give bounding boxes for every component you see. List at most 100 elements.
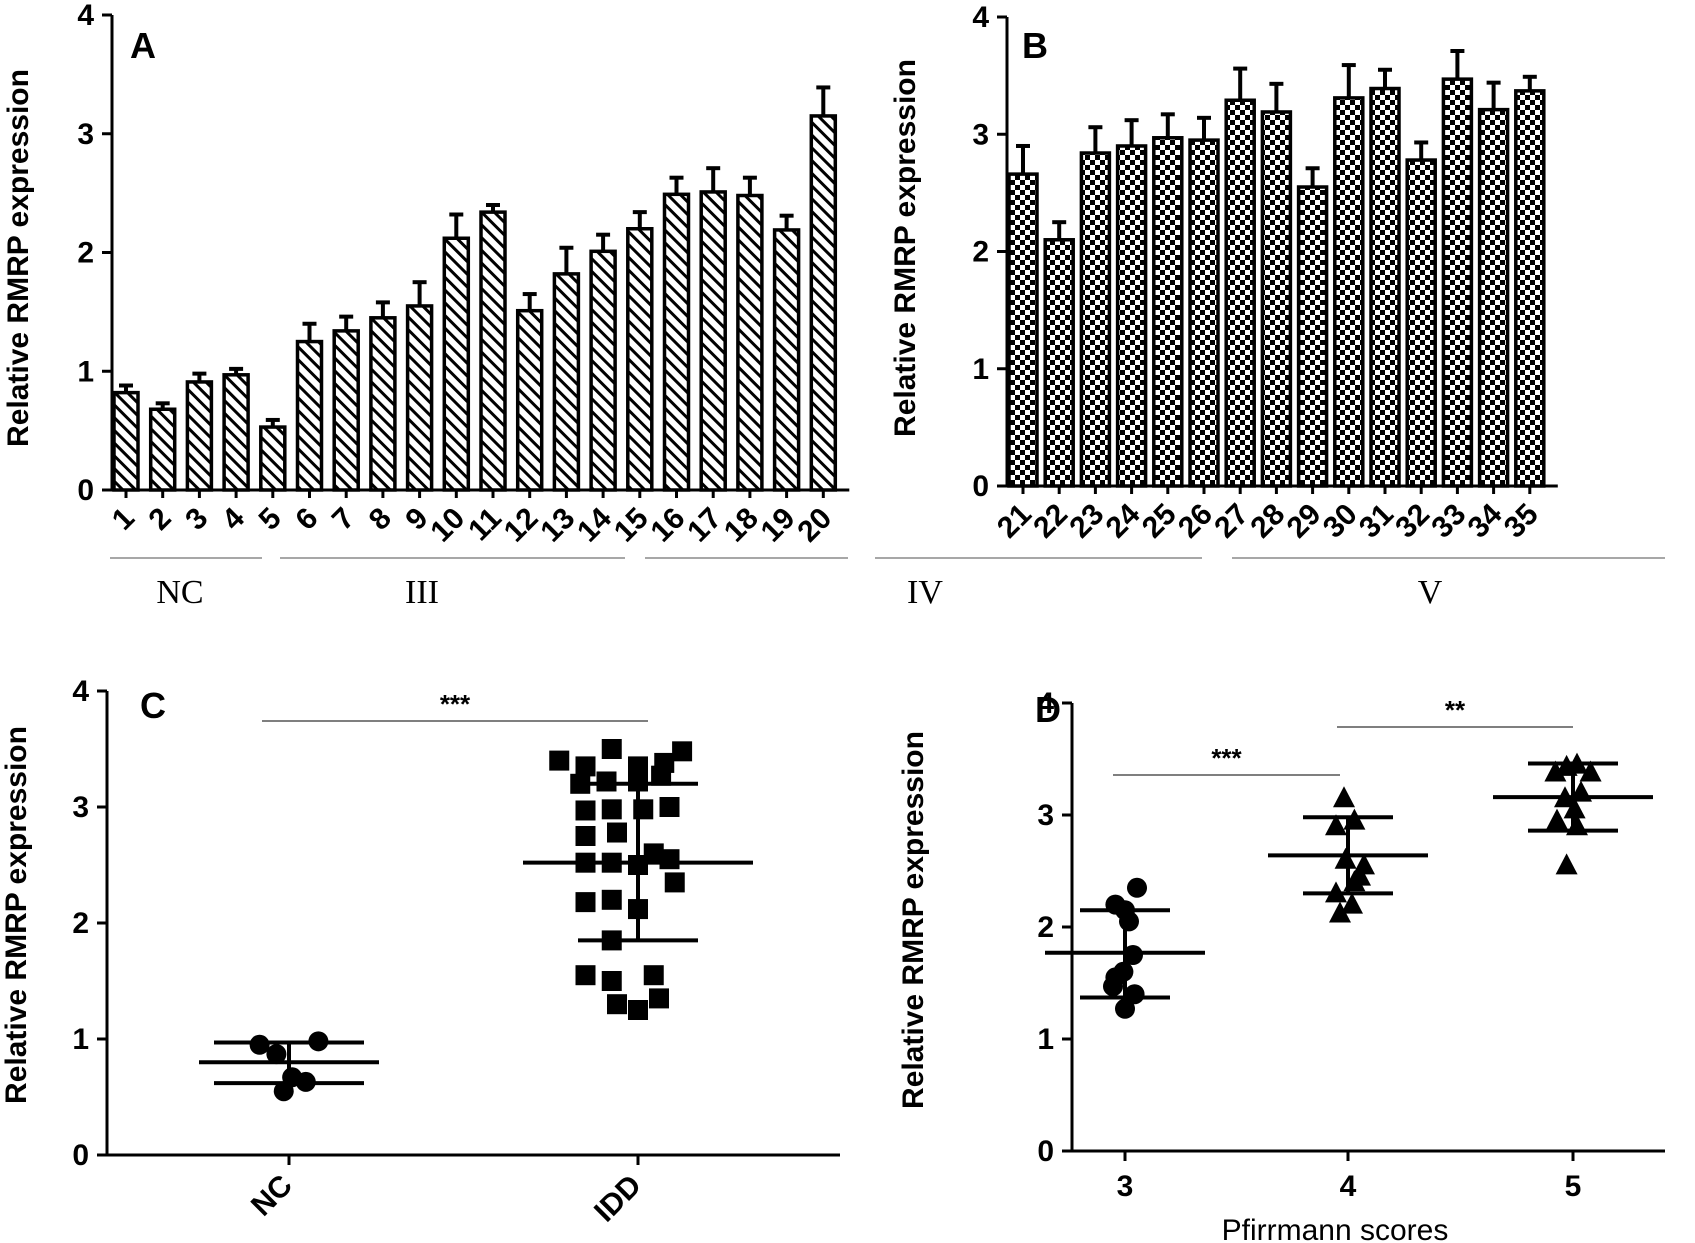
panel-c-label: C	[140, 685, 166, 726]
panel-b-bar-chart: B Relative RMRP expression 0123421222324…	[875, 1, 1665, 611]
panel-b-bar	[1188, 138, 1220, 488]
panel-b-y-tick-label: 1	[972, 353, 989, 386]
panel-a-bar	[552, 272, 581, 492]
panel-c-x-tick-label: NC	[245, 1169, 299, 1223]
panel-a-bar	[736, 193, 764, 492]
panel-b-bar	[1405, 158, 1437, 488]
panel-d-significance-label: ***	[1211, 743, 1242, 773]
panel-c-point	[651, 765, 672, 786]
panel-d-y-tick-label: 2	[1037, 911, 1054, 944]
panel-b-bar	[1333, 96, 1365, 488]
panel-d-label: D	[1035, 689, 1061, 730]
panel-d-point	[1115, 998, 1135, 1019]
panel-c-point	[601, 799, 622, 820]
panel-a-x-tick-label: 3	[179, 502, 214, 537]
panel-b-bar	[1514, 89, 1546, 488]
panel-a-y-tick-label: 1	[77, 355, 94, 388]
panel-b-bar	[1441, 77, 1474, 488]
panel-c-scatter-chart: C Relative RMRP expression 0 1 2 3 4 NC IDD ***	[0, 675, 840, 1228]
panel-d-point	[1555, 853, 1578, 875]
panel-c-point	[575, 826, 596, 846]
panel-a-x-tick-label: 20	[791, 502, 838, 549]
panel-a-bar	[112, 390, 140, 492]
panel-c-y-tick-label: 4	[72, 675, 89, 708]
panel-a-bar	[589, 249, 617, 492]
panel-b-bar	[1477, 107, 1510, 488]
panel-c-y-tick-label: 2	[72, 907, 89, 940]
panel-c-y-axis-title: Relative RMRP expression	[0, 726, 33, 1104]
panel-d-x-axis-title: Pfirrmann scores	[1222, 1214, 1449, 1243]
panel-c-point	[249, 1034, 270, 1055]
panel-d-y-tick-label: 4	[1037, 687, 1054, 720]
panel-b-y-axis-title: Relative RMRP expression	[889, 59, 922, 437]
panel-c-y-tick-label: 0	[72, 1139, 89, 1172]
panel-b-x-tick-label: 35	[1498, 498, 1545, 545]
panel-b-y-tick-label: 2	[972, 236, 989, 269]
panel-b-bar	[1224, 98, 1256, 488]
panel-a-bar	[148, 407, 177, 492]
panel-d-point	[1127, 877, 1147, 898]
panel-d-point	[1544, 760, 1567, 782]
panel-a-bar	[332, 329, 360, 492]
panel-a-bar	[699, 190, 727, 492]
panel-c-y-tick-label: 1	[72, 1023, 89, 1056]
panel-a-bar	[185, 380, 214, 492]
panel-d-y-tick-label: 1	[1037, 1023, 1054, 1056]
panel-b-bar	[1260, 110, 1293, 488]
panel-a-bar	[809, 114, 838, 492]
panel-a-bar	[405, 304, 434, 492]
panel-d-point	[1579, 760, 1602, 782]
panel-b-y-tick-label: 4	[972, 1, 989, 34]
panel-a-x-tick-label: 5	[253, 502, 288, 537]
panel-a-x-tick-label: 1	[106, 502, 141, 537]
panel-b-bar	[1296, 185, 1329, 488]
panel-a-bar	[369, 316, 397, 492]
panel-d-point	[1123, 945, 1143, 965]
panel-c-point	[575, 892, 596, 913]
panel-c-point	[672, 741, 693, 762]
panel-c-point	[649, 988, 669, 1009]
panel-c-point	[643, 843, 664, 864]
panel-c-point	[549, 750, 570, 771]
panel-c-x-tick-label: IDD	[588, 1169, 648, 1229]
panel-d-point	[1349, 864, 1371, 886]
panel-c-point	[575, 756, 596, 777]
panel-d-x-tick-label: 5	[1565, 1170, 1582, 1203]
panel-c-point	[628, 771, 648, 792]
panel-c-y-tick-label: 3	[72, 791, 89, 824]
panel-a-bar	[442, 236, 471, 492]
panel-b-y-tick-label: 3	[972, 118, 989, 151]
panel-b-bar	[1152, 136, 1184, 488]
panel-a-bar	[662, 192, 691, 492]
panel-b-y-tick-label: 0	[972, 470, 989, 503]
panel-b-group-label: V	[1418, 574, 1443, 611]
panel-b-bar	[1043, 238, 1075, 488]
panel-d-point	[1546, 808, 1568, 830]
panel-d-point	[1325, 814, 1347, 836]
panel-d-y-axis-title: Relative RMRP expression	[897, 731, 930, 1109]
panel-a-y-tick-label: 0	[77, 474, 94, 507]
panel-a-bar	[222, 373, 250, 492]
panel-a-bar	[772, 228, 801, 492]
panel-c-point	[601, 739, 622, 759]
panel-c-point	[628, 1000, 648, 1020]
panel-a-x-tick-label: 6	[289, 502, 324, 537]
panel-d-significance-label: **	[1445, 695, 1466, 725]
panel-c-point	[273, 1081, 294, 1102]
panel-a-x-tick-label: 7	[326, 502, 361, 537]
panel-c-point	[575, 965, 596, 986]
panel-a-y-axis-title: Relative RMRP expression	[2, 69, 35, 447]
panel-a-label: A	[130, 25, 156, 66]
panel-c-point	[601, 889, 622, 910]
panel-a-x-tick-label: 4	[216, 501, 251, 536]
panel-d-x-tick-label: 4	[1340, 1170, 1357, 1203]
panel-c-point	[575, 800, 596, 821]
panel-a-x-tick-label: 8	[363, 502, 398, 537]
panel-c-significance-label: ***	[440, 689, 471, 719]
panel-c-point	[607, 822, 627, 843]
panel-c-point	[659, 849, 680, 870]
panel-a-y-tick-label: 3	[77, 118, 94, 151]
panel-b-bar	[1115, 144, 1148, 488]
